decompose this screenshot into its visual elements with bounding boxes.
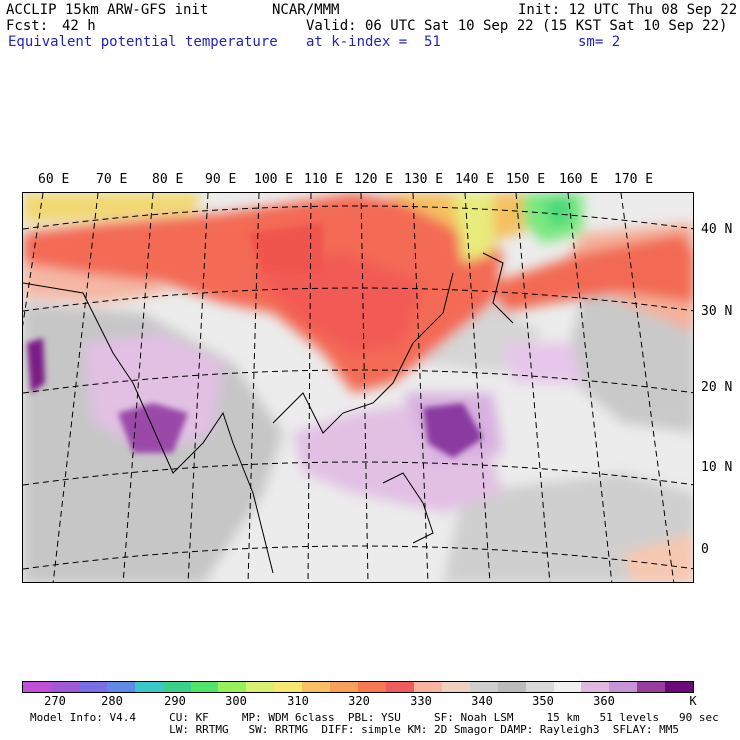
lon-label: 120 E	[354, 172, 394, 187]
colorbar-swatch	[441, 682, 470, 692]
colorbar-swatch	[413, 682, 442, 692]
lon-label: 170 E	[614, 172, 654, 187]
init-time: Init: 12 UTC Thu 08 Sep 22	[518, 2, 738, 18]
model-title: ACCLIP 15km ARW-GFS init	[6, 2, 209, 18]
colorbar-swatch	[525, 682, 554, 692]
lon-label: 60 E	[38, 172, 70, 187]
lon-label: 160 E	[559, 172, 599, 187]
lat-label: 30 N	[701, 304, 733, 319]
coastlines	[23, 252, 514, 574]
lon-label: 110 E	[304, 172, 344, 187]
model-info-line2: LW: RRTMG SW: RRTMG DIFF: simple KM: 2D …	[30, 723, 680, 736]
colorbar-swatch	[78, 682, 107, 692]
colorbar-swatch	[274, 682, 303, 692]
colorbar	[22, 681, 694, 693]
graticule	[23, 193, 693, 582]
colorbar-tick: 330	[410, 694, 432, 708]
forecast-label: Fcst:	[6, 18, 49, 34]
colorbar-swatch	[302, 682, 331, 692]
lon-label: 80 E	[152, 172, 184, 187]
colorbar-tick: 300	[225, 694, 247, 708]
valid-time: Valid: 06 UTC Sat 10 Sep 22 (15 KST Sat …	[306, 18, 728, 34]
lon-label: 130 E	[404, 172, 444, 187]
colorbar-swatch	[497, 682, 526, 692]
colorbar-tick: 280	[101, 694, 123, 708]
colorbar-swatch	[190, 682, 219, 692]
lat-label: 0	[701, 542, 709, 557]
colorbar-swatch	[469, 682, 498, 692]
colorbar-swatch	[246, 682, 275, 692]
model-info-line1: Model Info: V4.4 CU: KF MP: WDM 6class P…	[30, 711, 719, 724]
colorbar-swatch	[637, 682, 666, 692]
lat-label: 10 N	[701, 460, 733, 475]
colorbar-unit: K	[689, 694, 697, 708]
colorbar-swatch	[50, 682, 79, 692]
colorbar-tick: 290	[164, 694, 186, 708]
colorbar-swatch	[218, 682, 247, 692]
lon-label: 70 E	[96, 172, 128, 187]
lon-label: 140 E	[455, 172, 495, 187]
colorbar-swatch	[134, 682, 163, 692]
colorbar-tick: 320	[348, 694, 370, 708]
theta-e-field	[23, 193, 693, 582]
forecast-hour: 42 h	[62, 18, 96, 34]
colorbar-tick: 270	[44, 694, 66, 708]
colorbar-swatch	[358, 682, 386, 692]
lon-label: 90 E	[205, 172, 237, 187]
colorbar-swatch	[553, 682, 582, 692]
colorbar-tick: 340	[471, 694, 493, 708]
lat-label: 40 N	[701, 222, 733, 237]
lon-label: 100 E	[254, 172, 294, 187]
colorbar-swatch	[106, 682, 135, 692]
lon-label: 150 E	[506, 172, 546, 187]
lat-label: 20 N	[701, 380, 733, 395]
center-label: NCAR/MMM	[272, 2, 340, 18]
colorbar-tick: 360	[593, 694, 615, 708]
colorbar-tick: 350	[532, 694, 554, 708]
colorbar-swatch	[581, 682, 610, 692]
colorbar-swatch	[330, 682, 359, 692]
map-panel	[22, 192, 694, 583]
colorbar-tick: 310	[287, 694, 309, 708]
colorbar-swatch	[665, 682, 694, 692]
colorbar-swatch	[385, 682, 414, 692]
colorbar-swatch	[23, 682, 51, 692]
smoothing-value: sm= 2	[578, 34, 621, 50]
field-name: Equivalent potential temperature	[8, 34, 278, 50]
colorbar-swatch	[162, 682, 191, 692]
level-index: at k-index = 51	[306, 34, 441, 50]
colorbar-swatch	[609, 682, 638, 692]
